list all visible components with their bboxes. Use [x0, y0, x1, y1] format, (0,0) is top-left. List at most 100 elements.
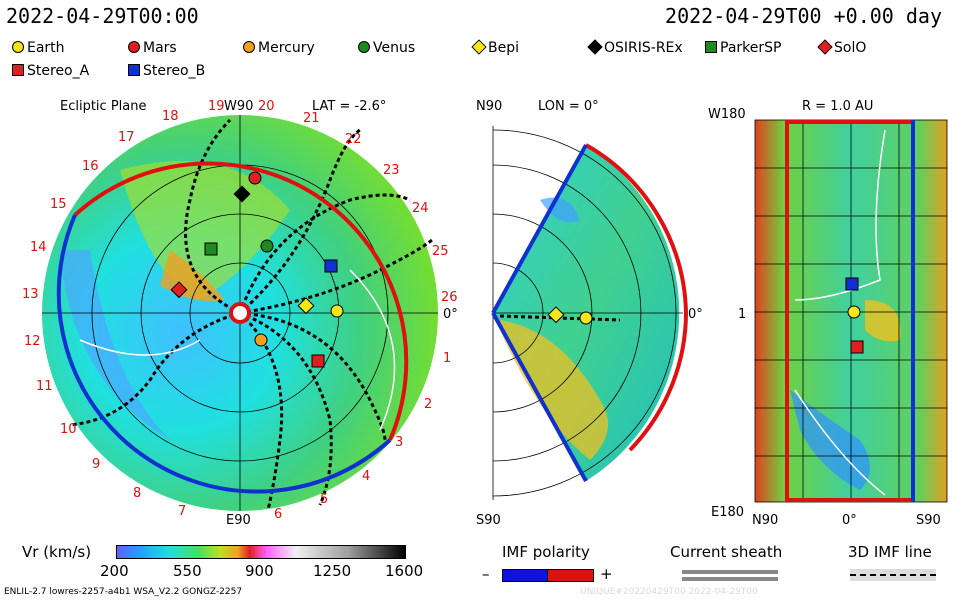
svg-text:16: 16: [82, 159, 99, 174]
colorbar-tick-550: 550: [173, 562, 202, 580]
svg-text:22: 22: [345, 132, 362, 147]
imf-minus-label: –: [482, 565, 490, 583]
colorbar: [116, 545, 406, 559]
meridional-plane-plot: N90 LON = 0° 0° S90: [476, 99, 703, 528]
run-datetime: 2022-04-29T00:00: [6, 4, 199, 28]
run-datetime-offset: 2022-04-29T00 +0.00 day: [665, 4, 942, 28]
ecliptic-lat-label: LAT = -2.6°: [312, 99, 386, 114]
solo-marker-icon: [817, 39, 833, 55]
imf-negative-swatch: [502, 569, 549, 582]
svg-text:3: 3: [395, 435, 403, 450]
svg-text:19: 19: [208, 99, 225, 114]
radial-bottom-left-label: E180: [711, 505, 744, 520]
bepi-meridional-marker[interactable]: [547, 306, 565, 324]
legend-stereo-b: Stereo_B: [128, 63, 205, 79]
earth-marker[interactable]: [330, 304, 344, 318]
legend-earth: Earth: [12, 40, 65, 56]
radial-mid-left-label: 1: [738, 307, 746, 322]
radial-x-label-0: 0°: [842, 513, 857, 528]
ecliptic-right-label: 0°: [443, 307, 458, 322]
imf-positive-swatch: [547, 569, 594, 582]
svg-text:17: 17: [118, 130, 135, 145]
meridional-right-label: 0°: [688, 307, 703, 322]
stereo-b-marker[interactable]: [324, 259, 338, 273]
ecliptic-plane-plot: 1 2 3 4 5 6 7 8 9 10 11 12 13 14 15 16 1…: [22, 99, 458, 528]
earth-radial-marker[interactable]: [847, 305, 861, 319]
legend-stereo-a: Stereo_A: [12, 63, 89, 79]
imf-line-title: 3D IMF line: [848, 543, 932, 561]
svg-text:15: 15: [50, 197, 67, 212]
ecliptic-top-label: W90: [224, 99, 253, 114]
svg-text:9: 9: [92, 457, 100, 472]
svg-text:13: 13: [22, 287, 39, 302]
legend-mars: Mars: [128, 40, 177, 56]
svg-text:6: 6: [274, 507, 282, 522]
meridional-top-label: N90: [476, 99, 502, 114]
svg-text:5: 5: [320, 492, 328, 507]
solo-marker[interactable]: [170, 281, 188, 299]
svg-text:20: 20: [258, 99, 275, 114]
radial-top-left-label: W180: [708, 107, 746, 122]
legend-parkersp: ParkerSP: [705, 40, 781, 56]
svg-text:11: 11: [36, 379, 53, 394]
svg-text:25: 25: [432, 244, 449, 259]
stereo-b-marker-icon: [128, 64, 140, 76]
parkersp-marker[interactable]: [204, 242, 218, 256]
current-sheath-title: Current sheath: [670, 543, 783, 561]
colorbar-label: Vr (km/s): [22, 543, 92, 561]
svg-text:12: 12: [24, 334, 41, 349]
legend-solo: SolO: [817, 39, 866, 56]
footer-run-info: ENLIL-2.7 lowres-2257-a4b1 WSA_V2.2 GONG…: [4, 587, 243, 597]
parkersp-marker-icon: [705, 41, 717, 53]
svg-text:7: 7: [178, 504, 186, 519]
svg-text:1: 1: [443, 351, 451, 366]
legend-bepi: Bepi: [471, 39, 519, 56]
colorbar-tick-1250: 1250: [313, 562, 352, 580]
svg-text:26: 26: [441, 290, 458, 305]
osiris-rex-marker[interactable]: [233, 185, 251, 203]
mars-marker[interactable]: [248, 171, 262, 185]
current-sheath-swatch-bottom: [682, 577, 778, 581]
footer-watermark: UNIQUE#20220429T00 2022-04-29T00: [580, 587, 758, 597]
svg-text:23: 23: [383, 163, 400, 178]
svg-text:24: 24: [412, 201, 429, 216]
mars-marker-icon: [128, 41, 140, 53]
venus-marker-icon: [358, 41, 370, 53]
svg-text:21: 21: [303, 111, 320, 126]
mercury-marker-icon: [243, 41, 255, 53]
svg-text:10: 10: [60, 422, 77, 437]
osiris-rex-marker-icon: [587, 39, 603, 55]
radial-title: R = 1.0 AU: [802, 99, 873, 114]
colorbar-tick-200: 200: [100, 562, 129, 580]
imf-plus-label: +: [600, 565, 613, 583]
plots-canvas: 1 2 3 4 5 6 7 8 9 10 11 12 13 14 15 16 1…: [22, 99, 948, 528]
colorbar-tick-900: 900: [245, 562, 274, 580]
bepi-marker-icon: [471, 39, 487, 55]
sun-icon: [229, 302, 251, 324]
svg-text:2: 2: [424, 397, 432, 412]
legend-mercury: Mercury: [243, 40, 315, 56]
earth-meridional-marker[interactable]: [579, 311, 593, 325]
bepi-marker[interactable]: [297, 297, 315, 315]
ecliptic-title: Ecliptic Plane: [60, 99, 146, 114]
ecliptic-clock-numbers: 1 2 3 4 5 6 7 8 9 10 11 12 13 14 15 16 1…: [22, 99, 458, 522]
ecliptic-bottom-label: E90: [226, 513, 251, 528]
stereo-a-marker-icon: [12, 64, 24, 76]
stereo-b-radial-marker[interactable]: [845, 277, 859, 291]
svg-text:4: 4: [362, 469, 370, 484]
svg-text:14: 14: [30, 240, 47, 255]
current-sheath-swatch-top: [682, 570, 778, 574]
imf-line-swatch: [850, 574, 936, 576]
radial-x-label-s90: S90: [916, 513, 941, 528]
stereo-a-radial-marker[interactable]: [850, 340, 864, 354]
radial-x-label-n90: N90: [752, 513, 778, 528]
earth-marker-icon: [12, 41, 24, 53]
meridional-lon-label: LON = 0°: [538, 99, 599, 114]
colorbar-tick-1600: 1600: [385, 562, 424, 580]
svg-text:8: 8: [133, 486, 141, 501]
stereo-a-marker[interactable]: [311, 354, 325, 368]
mercury-marker[interactable]: [254, 333, 268, 347]
svg-text:18: 18: [162, 109, 179, 124]
legend-venus: Venus: [358, 40, 415, 56]
venus-marker[interactable]: [260, 239, 274, 253]
